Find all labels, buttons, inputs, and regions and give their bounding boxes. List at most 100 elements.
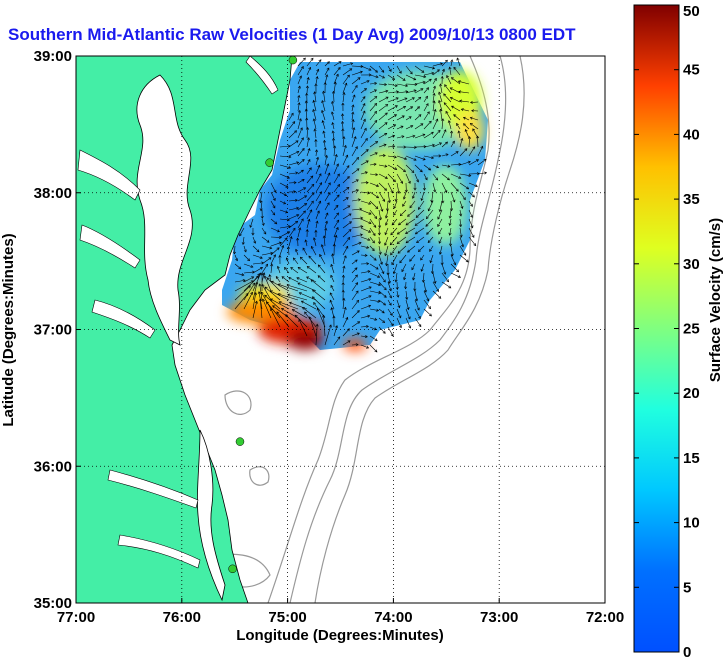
velocity-arrow — [333, 61, 342, 67]
velocity-arrowhead — [342, 92, 346, 96]
velocity-arrowhead — [346, 74, 350, 78]
velocity-arrowhead — [413, 77, 417, 81]
velocity-arrowhead — [297, 85, 301, 89]
velocity-arrowhead — [438, 91, 442, 95]
velocity-arrow — [270, 236, 282, 238]
velocity-arrowhead — [458, 162, 462, 166]
velocity-field — [222, 62, 488, 351]
velocity-arrowhead — [394, 279, 398, 283]
velocity-arrow — [468, 200, 473, 207]
velocity-arrow — [378, 236, 380, 244]
velocity-arrow — [306, 159, 311, 166]
velocity-arrow — [261, 245, 272, 249]
velocity-arrow — [369, 141, 378, 148]
velocity-arrow — [342, 165, 350, 175]
velocity-arrowhead — [444, 189, 448, 193]
velocity-arrow — [396, 125, 404, 130]
velocity-arrowhead — [346, 187, 350, 190]
velocity-arrowhead — [319, 253, 322, 257]
velocity-arrow — [477, 136, 479, 148]
velocity-arrow — [234, 293, 249, 310]
velocity-arrowhead — [322, 139, 327, 143]
velocity-arrow — [416, 236, 425, 243]
velocity-arrow — [315, 210, 320, 220]
velocity-arrow — [423, 65, 435, 69]
velocity-arrow — [360, 236, 370, 241]
velocity-arrowhead — [288, 165, 292, 169]
velocity-arrowhead — [364, 137, 368, 141]
velocity-arrowhead — [407, 213, 411, 217]
velocity-arrowhead — [251, 232, 255, 236]
velocity-arrowhead — [368, 304, 372, 308]
velocity-arrow — [324, 61, 330, 67]
velocity-arrow — [463, 117, 470, 121]
velocity-arrowhead — [438, 251, 442, 255]
velocity-arrowhead — [375, 266, 379, 270]
velocity-arrow — [423, 120, 432, 130]
velocity-arrowhead — [468, 173, 472, 177]
velocity-arrowhead — [455, 188, 459, 192]
velocity-arrow — [243, 276, 254, 283]
velocity-arrowhead — [435, 177, 439, 181]
velocity-arrowhead — [381, 75, 386, 79]
velocity-arrowhead — [426, 111, 430, 115]
velocity-arrow — [440, 109, 443, 121]
velocity-arrow — [342, 176, 350, 184]
velocity-arrow — [393, 200, 398, 209]
x-tick-label: 76:00 — [163, 609, 201, 626]
velocity-arrow — [342, 237, 350, 247]
velocity-arrowhead — [365, 149, 369, 152]
velocity-arrow — [378, 299, 386, 306]
velocity-arrowhead — [422, 133, 426, 137]
velocity-arrow — [426, 209, 434, 219]
velocity-arrow — [360, 209, 372, 215]
velocity-arrowhead — [310, 200, 314, 204]
velocity-arrowhead — [459, 224, 463, 228]
grid-lines — [76, 56, 605, 603]
velocity-arrow — [441, 69, 445, 76]
velocity-arrow — [252, 301, 258, 319]
velocity-arrow — [426, 227, 434, 235]
velocity-arrowhead — [362, 110, 366, 114]
velocity-arrow — [360, 344, 369, 349]
velocity-arrowhead — [355, 189, 359, 193]
radar-site-marker — [288, 56, 298, 65]
velocity-arrowhead — [447, 164, 451, 168]
velocity-arrow — [477, 172, 487, 175]
velocity-arrow — [306, 200, 314, 211]
velocity-arrowhead — [373, 224, 377, 228]
velocity-arrow — [351, 71, 363, 76]
velocity-arrowhead — [407, 180, 411, 184]
velocity-arrowhead — [335, 226, 339, 230]
velocity-arrow — [407, 245, 416, 253]
velocity-arrow — [323, 91, 326, 103]
velocity-arrowhead — [455, 151, 459, 154]
velocity-arrow — [360, 218, 372, 224]
velocity-arrow — [470, 123, 479, 130]
y-tick-label: 35:00 — [34, 595, 72, 612]
velocity-arrow — [418, 245, 425, 252]
velocity-arrow — [315, 182, 322, 193]
velocity-arrow — [264, 275, 272, 292]
velocity-arrow — [351, 146, 358, 157]
velocity-arrowhead — [322, 130, 326, 134]
velocity-arrowhead — [328, 324, 332, 328]
velocity-arrowhead — [347, 340, 351, 344]
velocity-arrowhead — [278, 301, 282, 305]
velocity-arrowhead — [241, 242, 245, 246]
velocity-arrowhead — [384, 187, 387, 191]
velocity-arrow — [351, 332, 360, 337]
velocity-arrow — [296, 277, 308, 283]
velocity-arrow — [297, 57, 306, 67]
velocity-arrowhead — [341, 289, 345, 293]
velocity-arrowhead — [296, 214, 300, 217]
velocity-arrow — [369, 254, 377, 261]
velocity-arrowhead — [287, 231, 291, 235]
velocity-arrowhead — [459, 99, 463, 103]
velocity-arrow — [299, 292, 317, 301]
velocity-arrowhead — [390, 323, 394, 327]
velocity-arrow — [422, 272, 425, 283]
velocity-arrowhead — [355, 146, 358, 150]
velocity-arrow — [315, 173, 322, 184]
velocity-arrow — [360, 254, 368, 256]
